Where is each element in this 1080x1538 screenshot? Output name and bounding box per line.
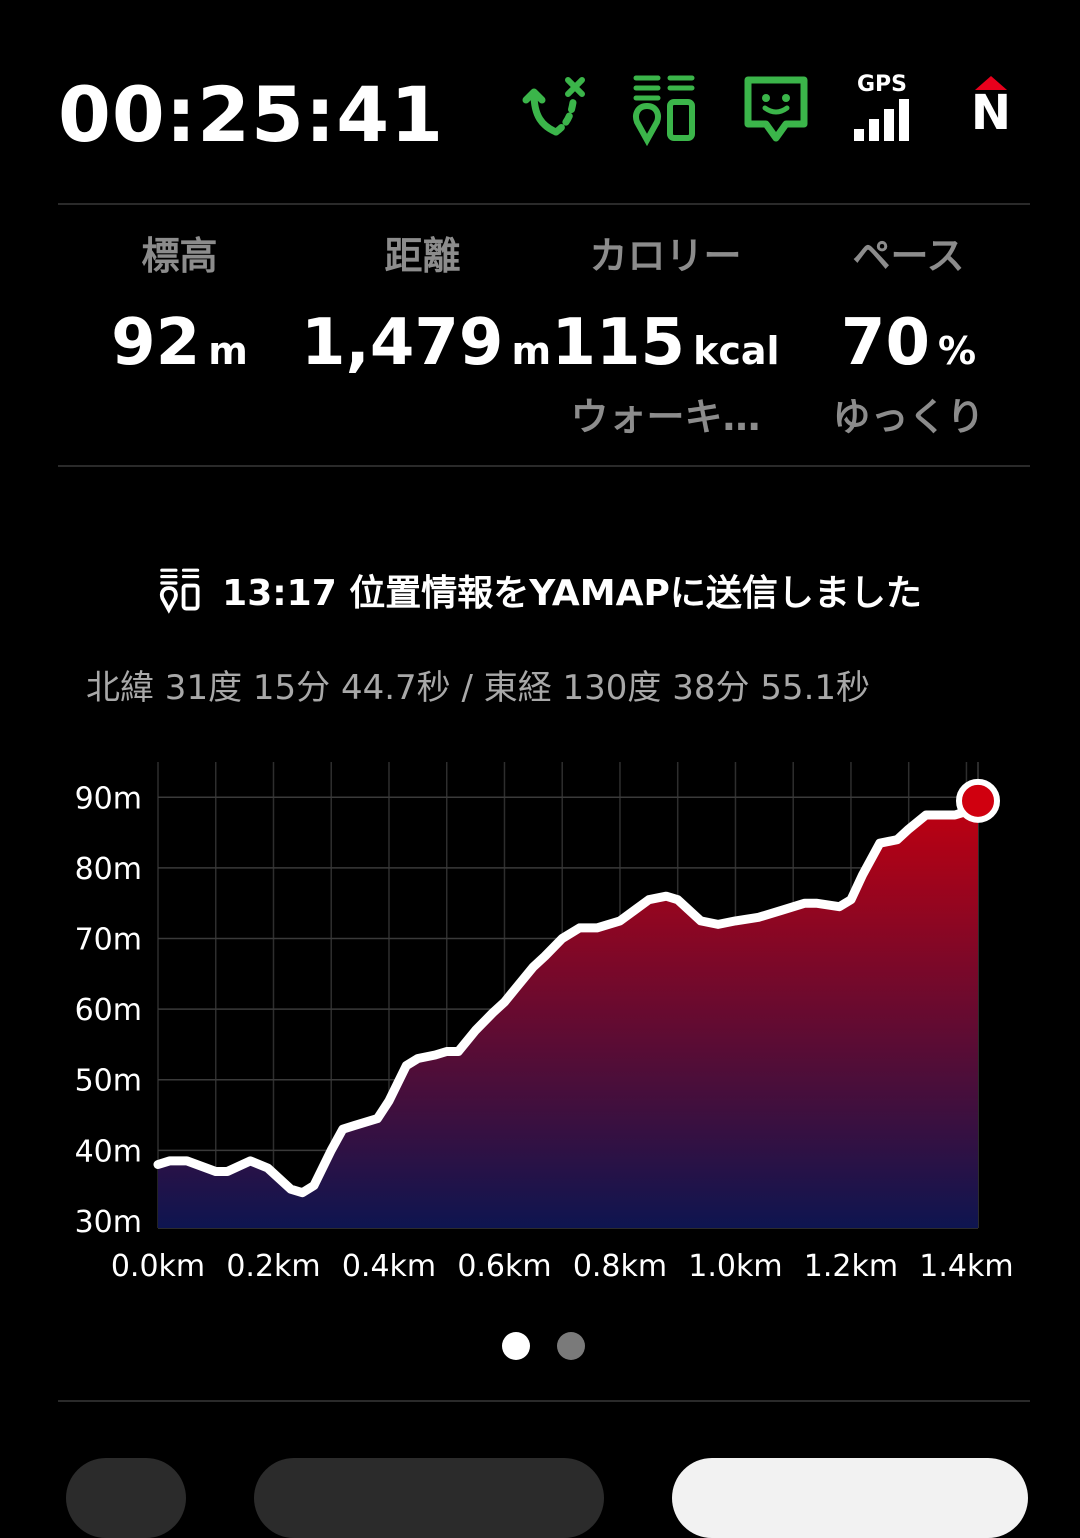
- current-position-marker: [956, 778, 1000, 823]
- bottom-divider: [58, 1400, 1030, 1402]
- gps-label: GPS: [856, 72, 908, 97]
- elevation-line: [153, 796, 983, 1198]
- stat-sub: ゆっくり: [832, 395, 985, 439]
- y-tick-label: 30m: [75, 1205, 142, 1240]
- x-tick-label: 1.0km: [688, 1249, 782, 1284]
- stats-divider: [58, 465, 1030, 467]
- elevation-area: [158, 800, 978, 1228]
- x-tick-label: 0.4km: [342, 1249, 436, 1284]
- stats-panel: 標高 92 m 距離 1,479 m カロリー 115 kcal ウォーキ… ペース …: [58, 228, 1030, 448]
- stat-altitude[interactable]: 標高 92 m: [58, 228, 301, 442]
- stat-number: 1,479: [301, 306, 504, 380]
- stat-unit: m: [208, 329, 248, 373]
- stat-unit: %: [937, 329, 977, 373]
- stat-unit: m: [511, 329, 552, 373]
- stat-value-row: 70%: [787, 308, 1030, 378]
- y-tick-label: 50m: [75, 1064, 142, 1099]
- stat-number: 70: [840, 306, 930, 380]
- elevation-chart[interactable]: 30m 40m 50m 60m 70m 80m 90m 0.0km 0.2km 0.4km 0.6…: [40, 740, 1040, 1300]
- x-tick-label: 0.8km: [573, 1249, 667, 1284]
- coordinates-readout: 北緯 31度 15分 44.7秒 / 東経 130度 38分 55.1秒: [86, 668, 871, 708]
- route-icon[interactable]: [520, 72, 592, 146]
- page-dot-inactive[interactable]: [557, 1332, 585, 1360]
- y-tick-label: 60m: [75, 993, 142, 1028]
- y-tick-label: 40m: [75, 1134, 142, 1169]
- stat-pace[interactable]: ペース 70% ゆっくり: [787, 228, 1030, 442]
- stat-sub: ウォーキ…: [570, 395, 761, 439]
- status-icons: GPS N: [520, 72, 1020, 152]
- elapsed-timer: 00:25:41: [58, 70, 445, 159]
- x-tick-label: 1.4km: [919, 1249, 1013, 1284]
- y-tick-label: 70m: [75, 923, 142, 958]
- y-tick-label: 80m: [75, 852, 142, 887]
- compass-label: N: [970, 85, 1012, 141]
- location-share-icon: [160, 568, 200, 614]
- stat-sub: [301, 392, 544, 442]
- stat-label: 標高: [141, 234, 218, 278]
- compass-north-icon[interactable]: N: [960, 72, 1032, 146]
- bottom-action-button-right[interactable]: [672, 1458, 1028, 1538]
- stat-unit: kcal: [693, 329, 780, 373]
- gps-signal-icon: GPS: [850, 72, 922, 146]
- stat-calories[interactable]: カロリー 115 kcal ウォーキ…: [544, 228, 787, 442]
- location-sent-message: 13:17 位置情報をYAMAPに送信しました: [0, 560, 1080, 620]
- bottom-action-button-middle[interactable]: [254, 1458, 604, 1538]
- stat-value-row: 1,479 m: [301, 306, 551, 380]
- stat-sub: [58, 392, 301, 442]
- stat-label: カロリー: [589, 234, 742, 278]
- x-tick-label: 0.6km: [457, 1249, 551, 1284]
- location-share-icon[interactable]: [630, 72, 702, 146]
- location-sent-text: 13:17 位置情報をYAMAPに送信しました: [222, 573, 922, 614]
- message-icon[interactable]: [740, 72, 812, 146]
- x-tick-label: 0.0km: [111, 1249, 205, 1284]
- bottom-action-button-left[interactable]: [66, 1458, 186, 1538]
- x-tick-label: 0.2km: [226, 1249, 320, 1284]
- stat-distance[interactable]: 距離 1,479 m: [301, 228, 551, 442]
- stat-number: 115: [551, 306, 686, 380]
- page-dot-active[interactable]: [502, 1332, 530, 1360]
- y-tick-label: 90m: [75, 781, 142, 816]
- header-divider: [58, 203, 1030, 205]
- stat-label: 距離: [384, 234, 461, 278]
- stat-label: ペース: [852, 234, 965, 278]
- page-indicator: [500, 1332, 600, 1362]
- stat-value-row: 115 kcal: [544, 308, 787, 378]
- stat-value-row: 92 m: [58, 308, 301, 378]
- x-tick-label: 1.2km: [804, 1249, 898, 1284]
- stat-number: 92: [111, 306, 201, 380]
